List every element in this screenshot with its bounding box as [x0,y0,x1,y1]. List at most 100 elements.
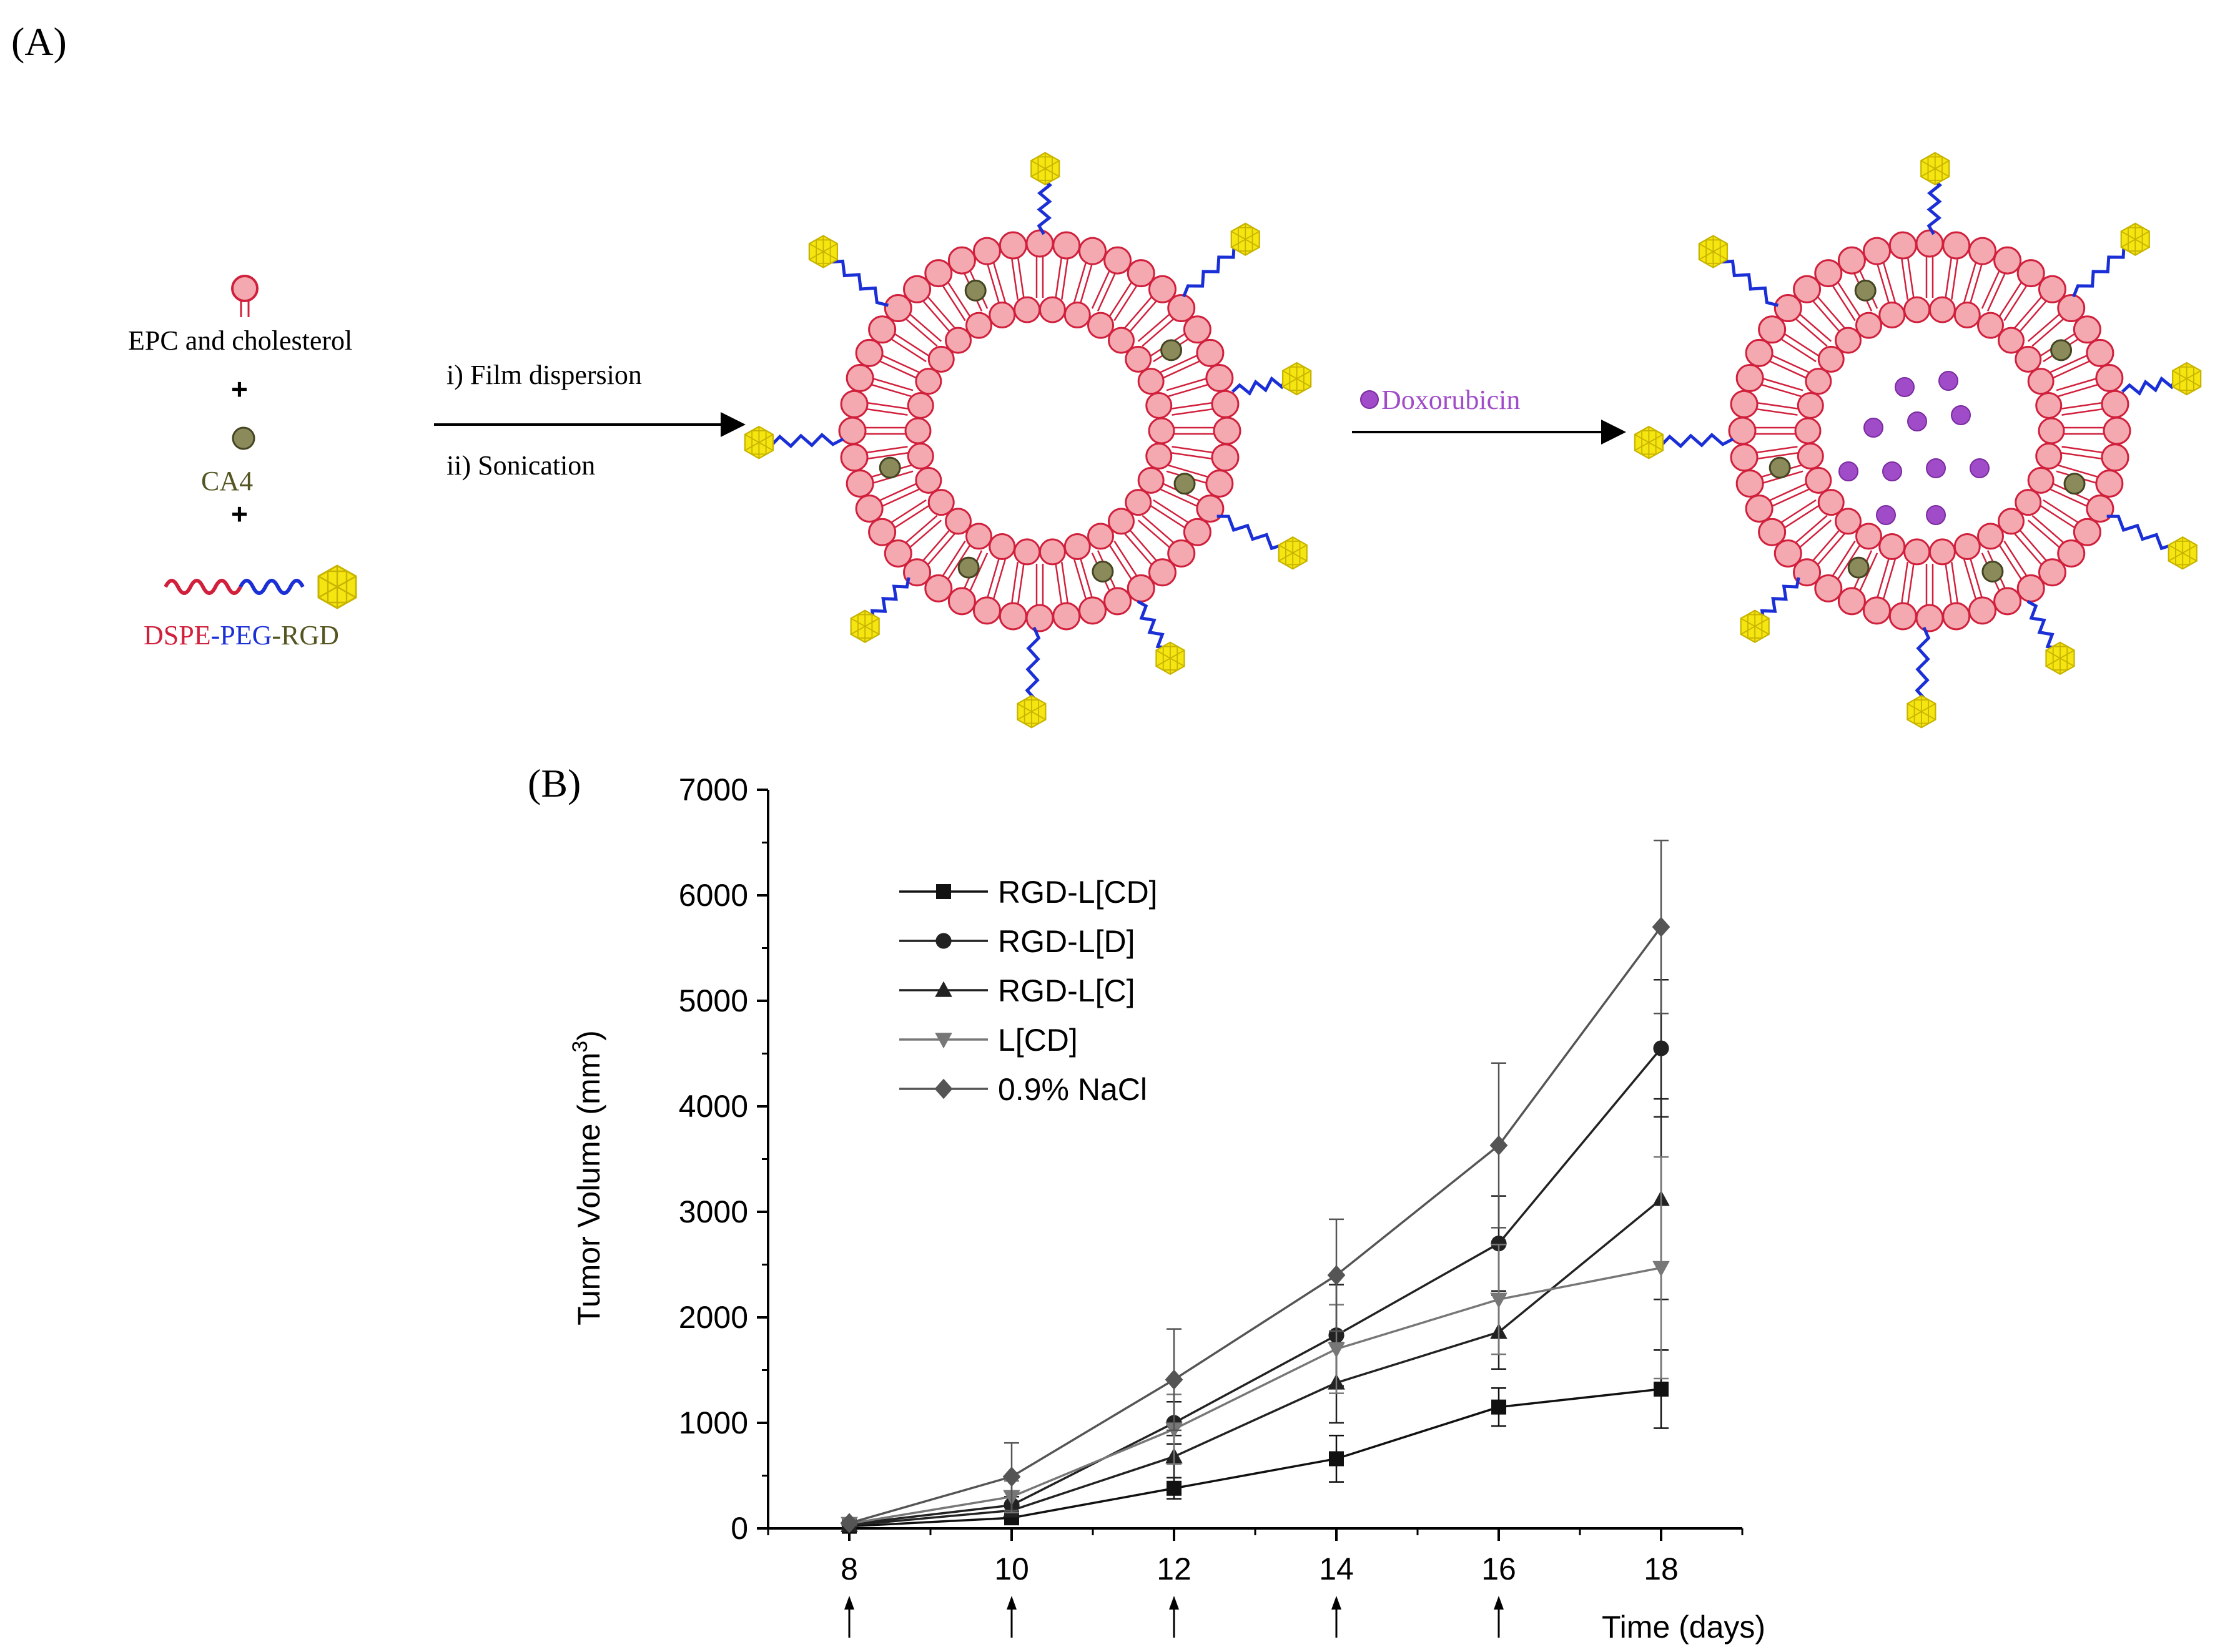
lipid-head [1862,237,1891,265]
lipid-tail [1882,559,1896,601]
lipid-tail [1767,360,1808,380]
lipid-tail [2061,408,2105,416]
lipid-head [1137,368,1165,395]
doxorubicin-molecule [1907,411,1927,431]
series-0 [842,1349,1669,1534]
lipid-head [1103,246,1132,275]
lipid-tail [1170,401,1214,410]
series-3 [841,1156,1670,1533]
lipid-head [2103,416,2131,445]
ca4-molecule [2050,339,2073,361]
lipid-tail [2043,499,2080,524]
doxorubicin-molecule [1926,458,1946,478]
lipid-head [1915,604,1944,632]
lipid-head [1903,538,1931,566]
lipid-head [989,302,1016,329]
lipid-tail [1159,488,1199,508]
lipid-head [1039,538,1066,566]
ca4-molecule [1092,560,1114,583]
lipid-tail [1755,452,1799,460]
lipid-tail [1831,283,1856,322]
lipid-head [1758,518,1787,546]
lipid-head [2015,489,2042,516]
lipid-tail [1770,488,1810,508]
rgd-label: RGD [281,620,339,651]
rgd-ligand [2172,361,2202,396]
lipid-tail [1168,383,1210,397]
lipid-head [1837,587,1866,616]
lipid-tail [1831,540,1856,578]
lipid-tail [1061,257,1069,300]
lipid-head [1145,391,1173,419]
ca4-molecule [1854,279,1877,302]
lipid-tail [926,295,956,329]
lipid-head [915,368,942,395]
lipid-head [2027,466,2055,494]
lipid-tail [2027,519,2061,549]
lipid-head [999,602,1027,631]
series-4 [840,839,1670,1533]
lipid-head [915,466,942,494]
lipid-head [904,417,932,445]
lipid-head [1977,312,2004,339]
lipid-head [1774,294,1802,323]
lipid-head [945,508,972,535]
lipid-tail [1137,519,1172,549]
dosing-arrowhead [1331,1596,1341,1610]
lipid-head [1997,508,2025,535]
series-2 [841,1098,1670,1532]
lipid-head [1774,539,1802,568]
lipid-head [1993,246,2022,275]
y-tick-label: 4000 [679,1089,748,1124]
lipid-tail [866,401,909,410]
rgd-ligand [1155,641,1185,675]
lipid-head [1148,558,1177,587]
lipid-tail [1168,465,1210,478]
lipid-head [840,390,869,418]
doxorubicin-molecule [1970,458,1990,478]
lipid-head [868,315,897,344]
lipid-tail [2027,312,2061,342]
lipid-tail [1162,360,1202,380]
lipid-head [2101,390,2129,418]
lipid-tail [2018,528,2048,563]
y-tick-label: 6000 [679,878,748,913]
lipid-tail [1113,283,1138,322]
lipid-head [1817,489,1845,516]
lipid-head [927,489,955,516]
lipid-head [840,443,869,472]
lipid-head [1052,602,1081,631]
rgd-ligand [1634,426,1664,460]
data-point [1329,1451,1344,1467]
lipid-head [903,558,932,587]
lipid-head [1087,312,1114,339]
lipid-tail [1108,544,1133,581]
lipid-head [927,345,955,373]
lipid-head [1211,390,1240,418]
lipid-tail [892,332,930,357]
lipid-head [1793,275,1822,303]
lipid-tail [1811,528,1841,563]
lipid-tail [1079,557,1093,599]
lipid-tail [1113,540,1138,578]
lipid-tail [986,557,1000,599]
legend-label: RGD-L[D] [998,924,1135,959]
lipid-tail [946,544,972,581]
rgd-ligand [744,426,774,460]
ca4-molecule [1981,560,2004,583]
lipid-head [1735,363,1764,392]
lipid-tail [864,408,908,416]
lipid-head [1814,259,1843,288]
lipid-head [1977,523,2004,550]
lipid-tail [1761,377,1803,391]
lipid-head [1745,494,1774,523]
lipid-tail [1097,272,1117,312]
rgd-ligand [1740,609,1770,643]
lipid-head [907,391,934,419]
lipid-head [1953,302,1981,329]
lipid-head [1183,518,1211,546]
lipid-tail [1142,317,1176,347]
lipid-tail [1754,408,1798,416]
ca4-molecule [1847,556,1870,579]
